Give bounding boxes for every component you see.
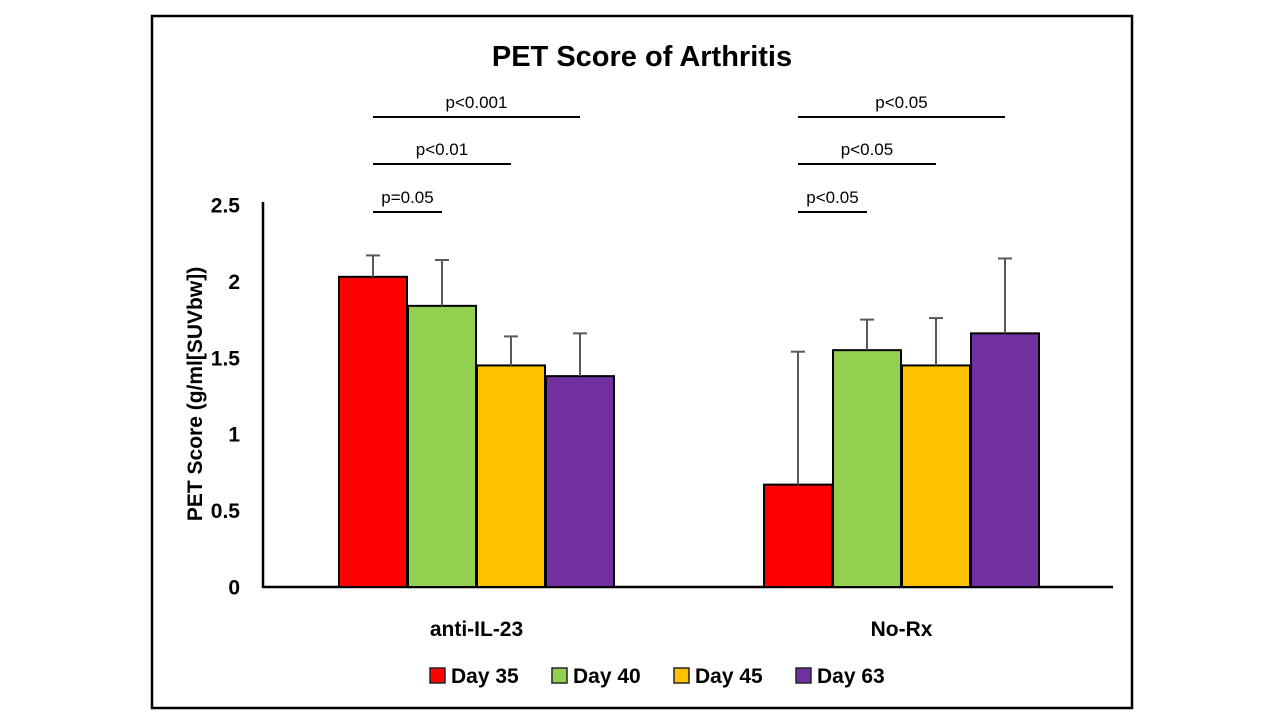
- category-label-no-rx: No-Rx: [871, 618, 933, 641]
- y-tick-label: 0: [228, 577, 240, 600]
- bar-no-rx-day-63: [970, 332, 1040, 588]
- significance-label: p<0.05: [806, 188, 858, 207]
- bar-no-rx-day-40: [832, 349, 902, 588]
- y-tick-label: 2.5: [211, 195, 241, 218]
- significance-label: p<0.01: [416, 140, 468, 159]
- significance-label: p<0.05: [841, 140, 893, 159]
- bar-anti-il-23-day-35: [338, 275, 408, 588]
- legend-swatch-day-35: [429, 667, 446, 684]
- chart-frame: [150, 14, 1134, 710]
- bar-no-rx-day-35: [763, 483, 833, 588]
- y-tick-label: 1.5: [211, 347, 241, 370]
- significance-label: p<0.05: [875, 93, 927, 112]
- y-tick-label: 0.5: [211, 500, 241, 523]
- y-tick-label: 1: [228, 424, 240, 447]
- category-label-anti-il-23: anti-IL-23: [430, 618, 523, 641]
- bar-no-rx-day-45: [901, 364, 971, 588]
- legend-swatch-day-63: [795, 667, 812, 684]
- significance-label: p<0.001: [446, 93, 508, 112]
- significance-label: p=0.05: [381, 188, 433, 207]
- bar-anti-il-23-day-45: [476, 364, 546, 588]
- legend-label-day-35: Day 35: [451, 665, 519, 688]
- bar-anti-il-23-day-40: [407, 304, 477, 588]
- legend-label-day-40: Day 40: [573, 665, 641, 688]
- legend-label-day-45: Day 45: [695, 665, 763, 688]
- legend-swatch-day-40: [551, 667, 568, 684]
- y-tick-label: 2: [228, 271, 240, 294]
- legend-swatch-day-45: [673, 667, 690, 684]
- bar-anti-il-23-day-63: [545, 375, 615, 588]
- y-axis-label: PET Score (g/ml[SUVbw]): [184, 267, 207, 521]
- chart-title: PET Score of Arthritis: [492, 41, 792, 73]
- legend-label-day-63: Day 63: [817, 665, 885, 688]
